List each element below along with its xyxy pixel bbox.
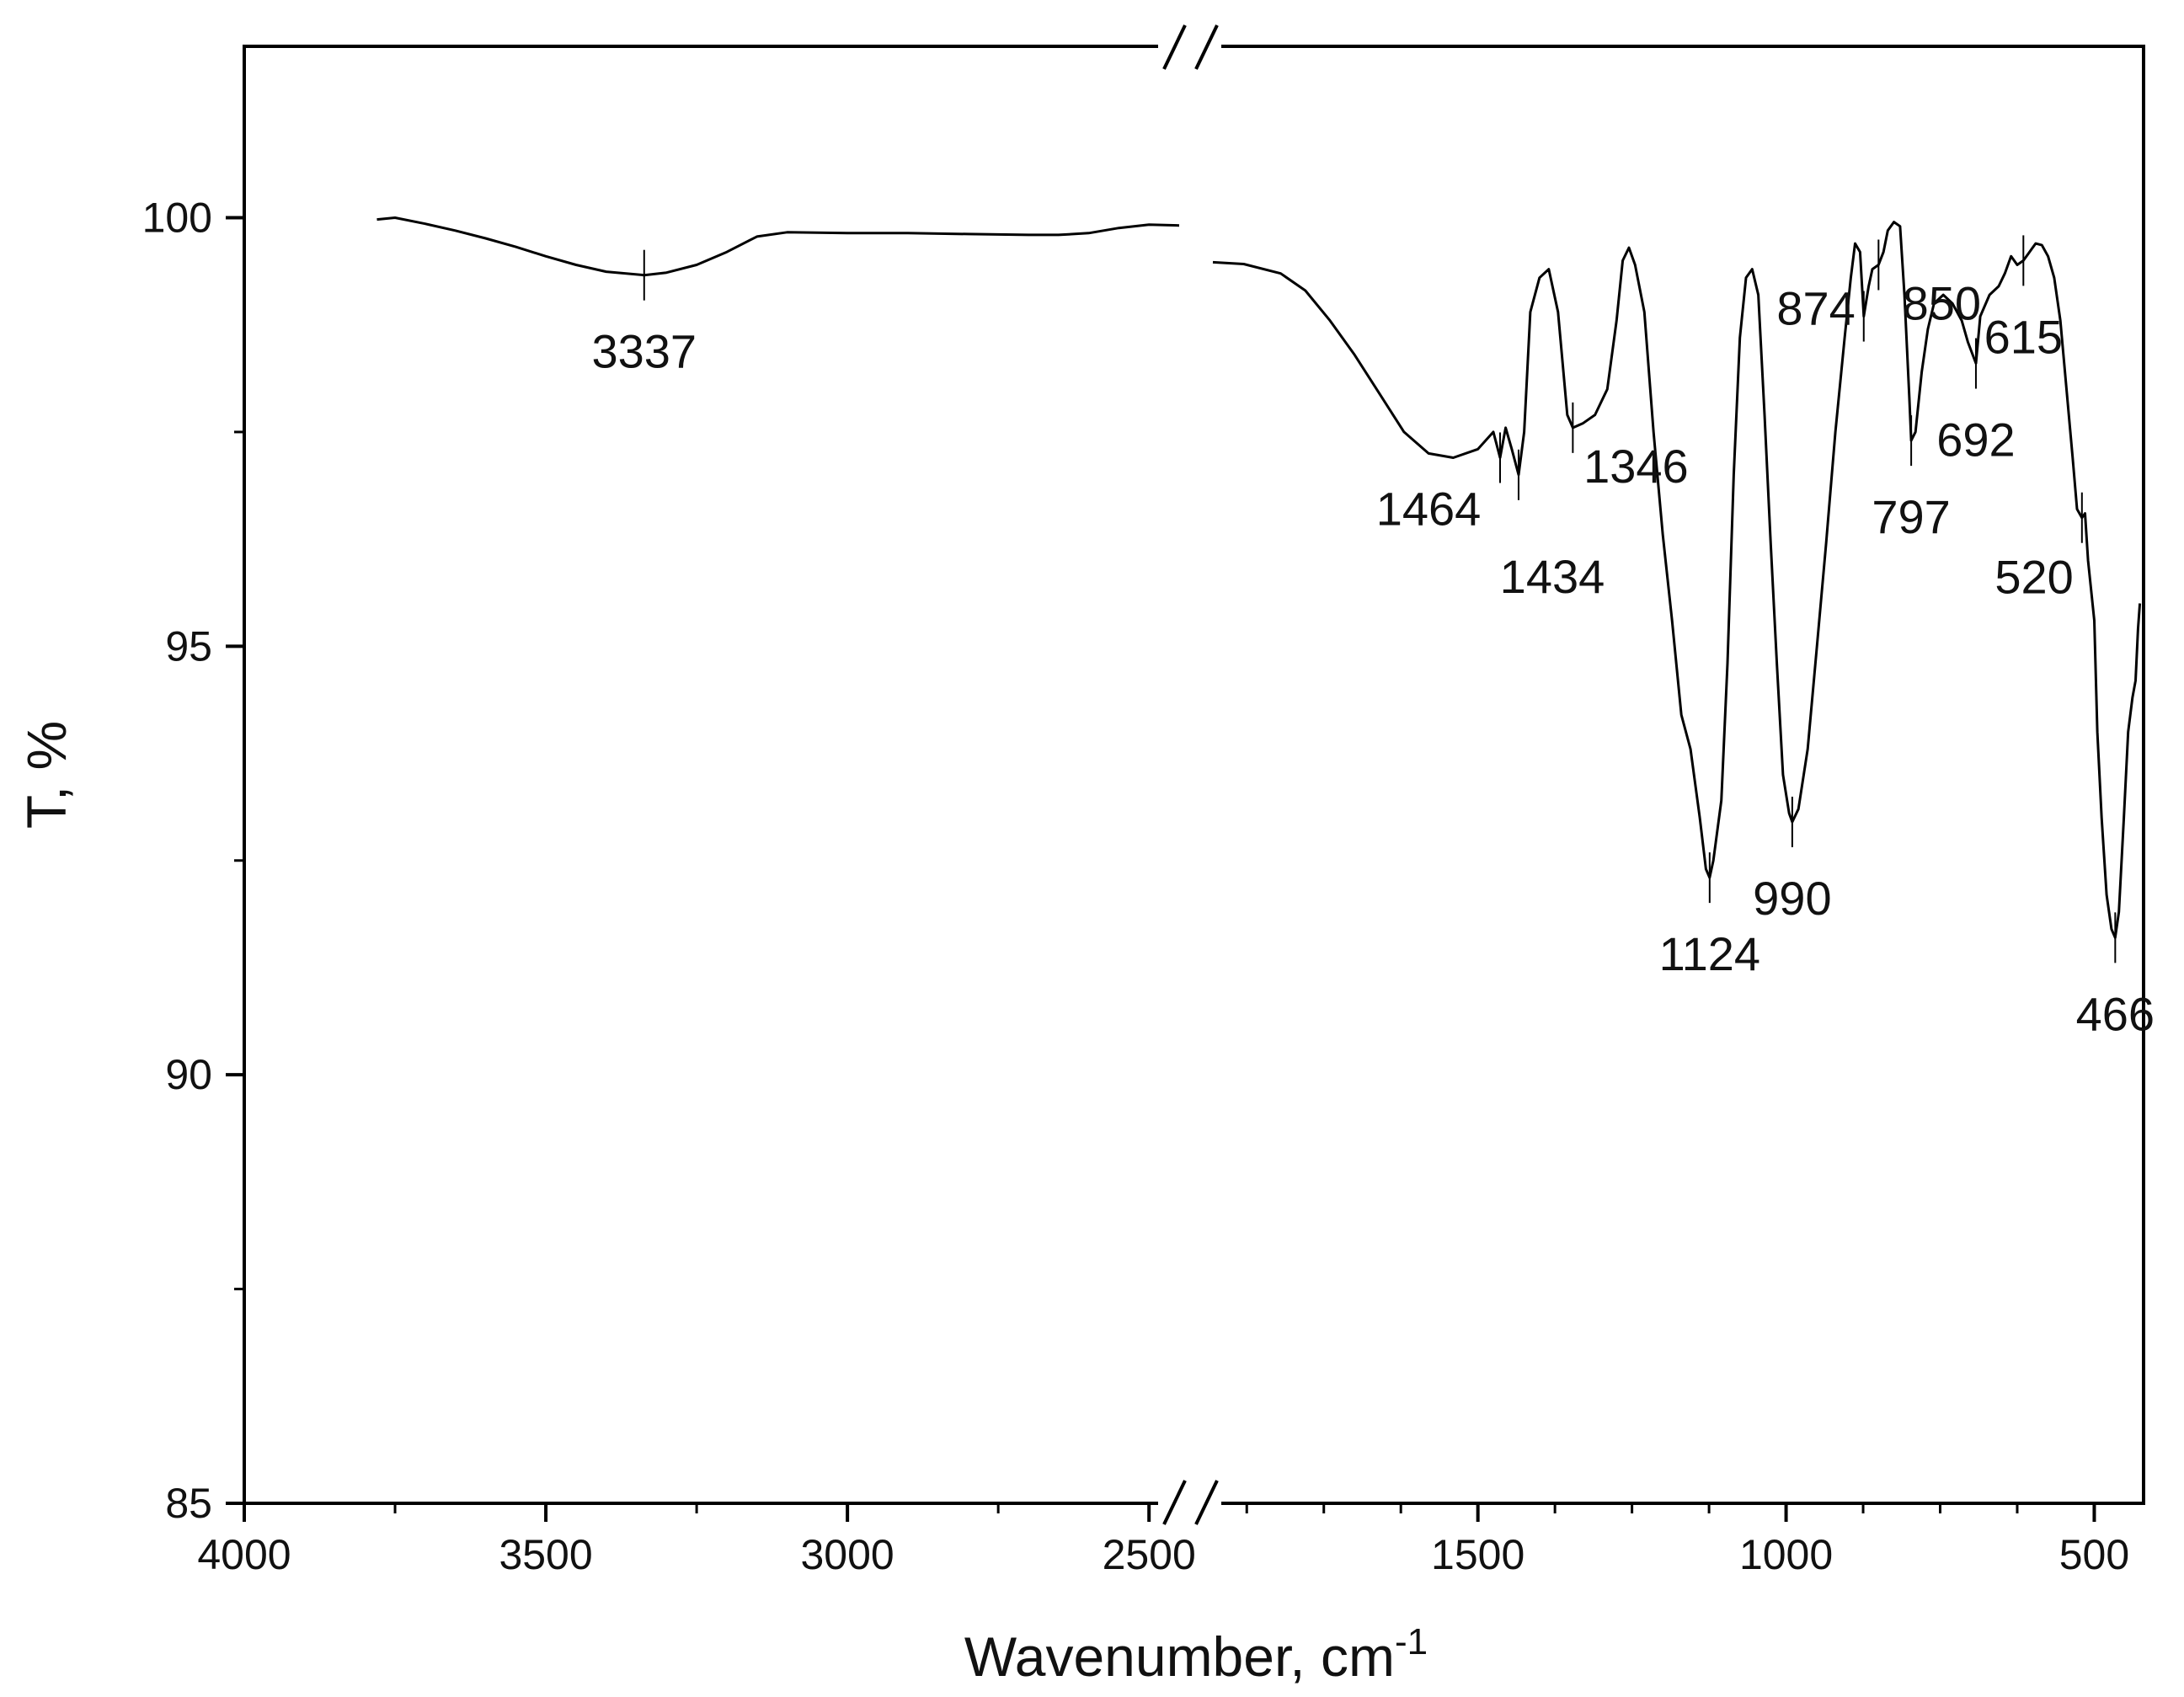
peak-label-797: 797 bbox=[1872, 490, 1950, 543]
x-tick-label-3000: 3000 bbox=[801, 1531, 894, 1578]
axis-break-mark-top-2 bbox=[1194, 24, 1219, 70]
axis-break-mark-bottom-2 bbox=[1194, 1480, 1219, 1525]
peak-label-850: 850 bbox=[1903, 277, 1981, 330]
y-tick-label-90: 90 bbox=[165, 1051, 212, 1098]
y-tick-label-95: 95 bbox=[165, 622, 212, 670]
spectrum-line-segment-1 bbox=[376, 216, 1180, 277]
peak-label-1434: 1434 bbox=[1500, 550, 1605, 603]
axis-break-mark-top-1 bbox=[1162, 24, 1187, 70]
peak-label-1464: 1464 bbox=[1376, 482, 1482, 535]
x-tick-label-4000: 4000 bbox=[197, 1531, 291, 1578]
x-tick-label-2500: 2500 bbox=[1103, 1531, 1196, 1578]
x-tick-label-3500: 3500 bbox=[499, 1531, 592, 1578]
peak-label-615: 615 bbox=[1984, 310, 2063, 363]
x-axis-title: Wavenumber, cm-1 bbox=[964, 1621, 1428, 1688]
plot-frame bbox=[243, 24, 2145, 1525]
peak-label-520: 520 bbox=[1994, 551, 2073, 604]
peak-label-874: 874 bbox=[1776, 282, 1855, 335]
spectrum-series bbox=[376, 216, 2142, 939]
axis-break-mark-bottom-1 bbox=[1162, 1480, 1187, 1525]
x-axis: 4000 3500 3000 2500 1500 1000 500 bbox=[197, 1503, 2129, 1578]
x-axis-title-superscript: -1 bbox=[1395, 1621, 1428, 1662]
y-tick-label-100: 100 bbox=[142, 195, 212, 242]
y-axis: 85 90 95 100 bbox=[142, 195, 244, 1527]
peak-label-990: 990 bbox=[1753, 872, 1831, 925]
y-tick-label-85: 85 bbox=[165, 1480, 212, 1527]
y-axis-title: T, % bbox=[15, 721, 77, 829]
x-tick-label-500: 500 bbox=[2059, 1531, 2129, 1578]
spectrum-line-segment-2 bbox=[1212, 221, 2142, 939]
peak-label-692: 692 bbox=[1936, 414, 2015, 467]
x-axis-title-text: Wavenumber, cm bbox=[964, 1625, 1395, 1688]
peak-label-3337: 3337 bbox=[592, 325, 697, 378]
peak-label-1124: 1124 bbox=[1659, 927, 1760, 980]
x-tick-label-1500: 1500 bbox=[1431, 1531, 1525, 1578]
peak-label-466: 466 bbox=[2076, 987, 2155, 1040]
x-tick-label-1000: 1000 bbox=[1739, 1531, 1833, 1578]
peak-label-1346: 1346 bbox=[1583, 440, 1689, 493]
